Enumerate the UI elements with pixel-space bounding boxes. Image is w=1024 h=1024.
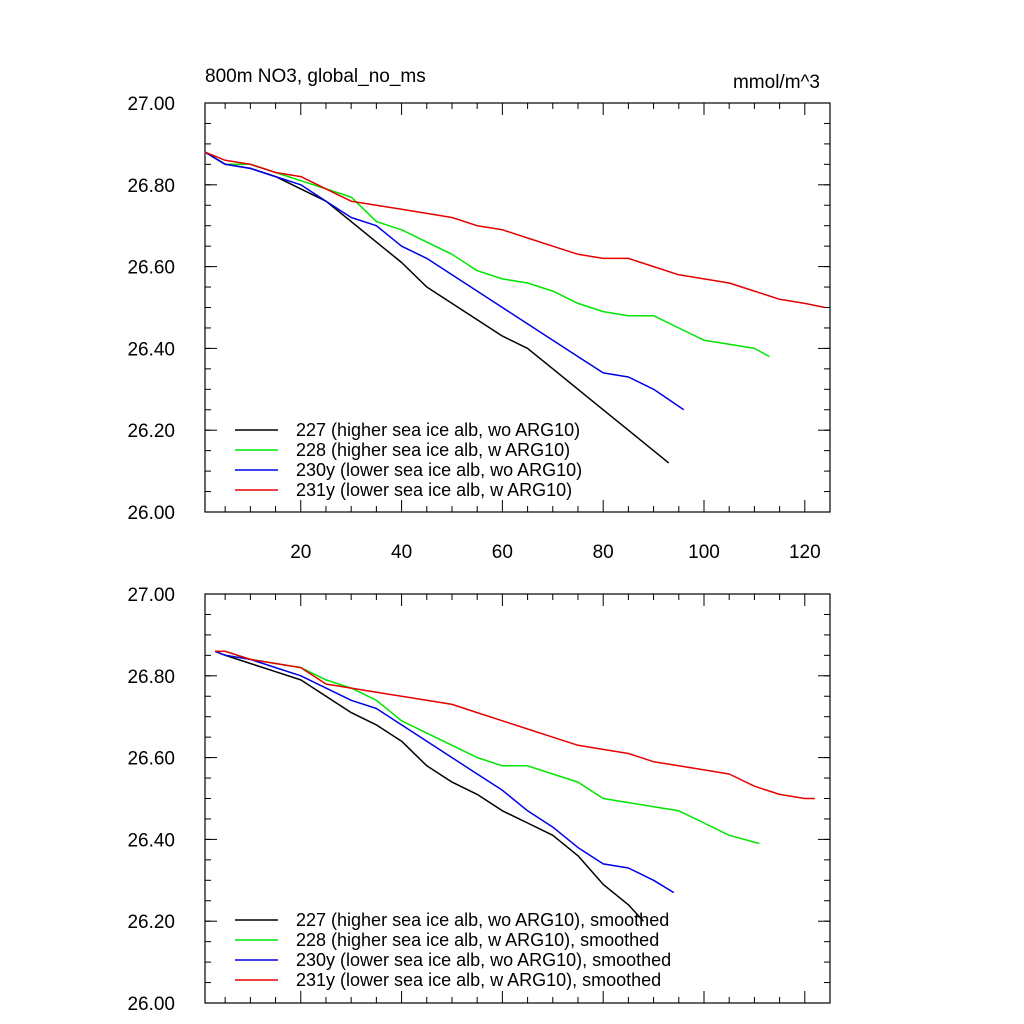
x-tick-label: 80 [593,542,614,563]
series-line-0 [214,650,645,922]
y-tick-label: 26.00 [127,994,175,1015]
legend-label-0: 227 (higher sea ice alb, wo ARG10), smoo… [296,910,669,930]
y-tick-label: 26.40 [127,830,175,851]
series-line-0 [204,151,670,464]
series-line-3 [215,650,815,800]
y-tick-label: 26.20 [127,912,175,933]
legend-label-1: 228 (higher sea ice alb, w ARG10), smoot… [296,930,659,950]
legend-label-0: 227 (higher sea ice alb, wo ARG10) [296,420,580,440]
x-tick-label: 60 [492,542,513,563]
series-line-1 [215,650,760,845]
legend-label-2: 230y (lower sea ice alb, wo ARG10) [296,460,582,480]
series-line-2 [214,650,675,894]
series-line-1 [204,151,770,358]
legend-label-2: 230y (lower sea ice alb, wo ARG10), smoo… [296,950,671,970]
legend-label-3: 231y (lower sea ice alb, w ARG10), smoot… [296,970,661,990]
y-tick-label: 26.40 [127,339,175,360]
y-tick-label: 26.20 [127,421,175,442]
y-tick-label: 26.60 [127,258,175,279]
x-tick-label: 40 [391,542,412,563]
legend-label-1: 228 (higher sea ice alb, w ARG10) [296,440,570,460]
chart-units-label: mmol/m^3 [733,72,820,93]
series-line-3 [204,151,826,309]
y-tick-label: 26.00 [127,503,175,524]
chart-title-left: 800m NO3, global_no_ms [205,66,426,87]
x-tick-label: 20 [290,542,311,563]
bottom-panel: 26.00 26.20 26.40 26.60 26.80 27.00 227 (highe… [127,585,831,1015]
x-tick-label: 120 [789,542,821,563]
y-tick-label: 26.60 [127,749,175,770]
series-line-2 [204,151,685,411]
y-tick-label: 27.00 [127,94,175,115]
y-tick-label: 26.80 [127,176,175,197]
top-panel: 26.00 26.20 26.40 26.60 26.80 27.00 20 40 60 80 10… [127,66,831,563]
legend-label-3: 231y (lower sea ice alb, w ARG10) [296,480,572,500]
y-tick-label: 26.80 [127,667,175,688]
y-tick-label: 27.00 [127,585,175,606]
x-tick-label: 100 [688,542,720,563]
